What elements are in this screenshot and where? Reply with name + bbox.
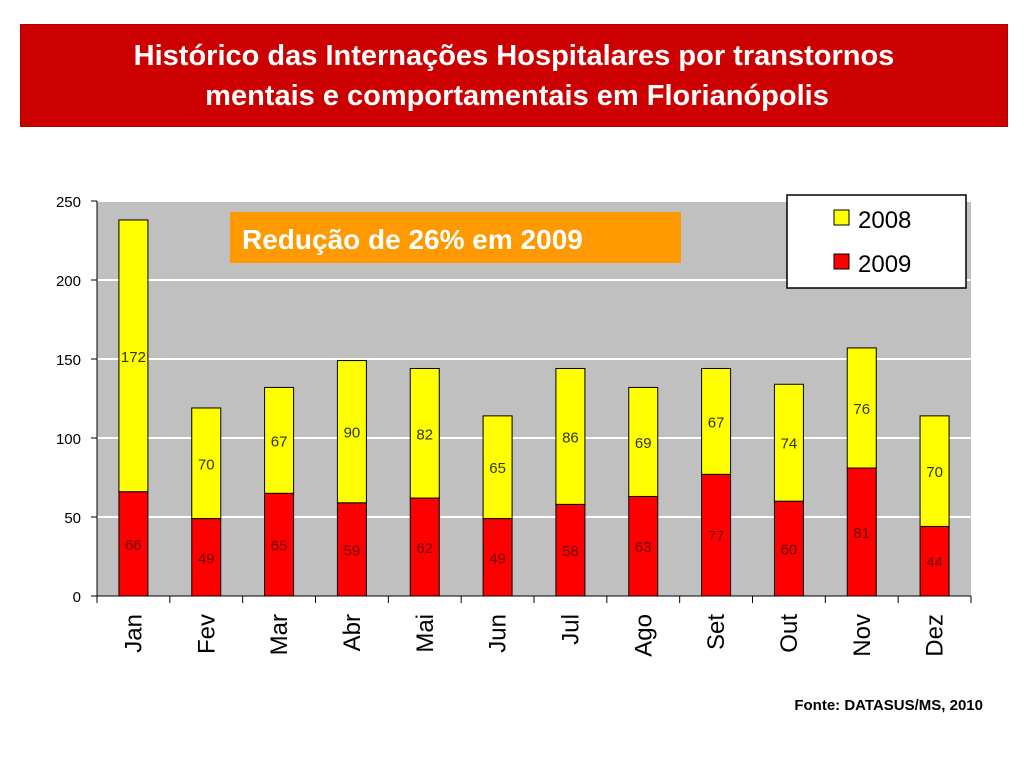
x-tick-label: Set <box>703 614 730 650</box>
bar-2009 <box>628 495 659 597</box>
data-label-2008: 82 <box>416 426 433 443</box>
bar-2008 <box>482 415 513 520</box>
legend-label-2008: 2008 <box>858 207 911 234</box>
page-title: Histórico das Internações Hospitalares p… <box>64 36 964 116</box>
bar-2009 <box>701 473 732 597</box>
y-tick-label: 50 <box>64 510 81 527</box>
annotation-callout: Redução de 26% em 2009 <box>230 212 681 263</box>
bar-2008 <box>336 360 367 504</box>
y-tick-label: 100 <box>56 431 81 448</box>
bar-2008 <box>555 367 586 505</box>
source-note: Fonte: DATASUS/MS, 2010 <box>794 697 983 714</box>
data-label-2009: 59 <box>344 542 361 559</box>
data-label-2008: 86 <box>562 429 579 446</box>
data-label-2008: 69 <box>635 435 652 452</box>
legend-swatch-2009 <box>833 253 850 270</box>
data-label-2008: 76 <box>853 401 870 418</box>
y-tick-label: 0 <box>73 589 81 606</box>
bar-2008 <box>191 407 222 520</box>
bar-2008 <box>919 415 950 527</box>
bar-2008 <box>773 383 804 502</box>
y-tick-label: 200 <box>56 273 81 290</box>
bar-2009 <box>264 492 295 597</box>
legend: 2008 2009 <box>786 194 967 289</box>
bar-2009 <box>555 503 586 597</box>
x-tick-label: Jul <box>557 614 584 645</box>
bar-2008 <box>409 367 440 499</box>
data-label-2008: 74 <box>781 436 798 453</box>
bar-2009 <box>336 502 367 597</box>
x-tick-label: Mar <box>266 614 293 655</box>
data-label-2008: 67 <box>708 414 725 431</box>
legend-box <box>786 194 967 289</box>
x-tick-label: Dez <box>922 614 949 657</box>
x-tick-label: Jan <box>120 614 147 653</box>
data-label-2008: 70 <box>198 456 215 473</box>
y-tick-label: 250 <box>56 194 81 211</box>
x-tick-label: Abr <box>339 614 366 651</box>
data-label-2009: 49 <box>198 550 215 567</box>
bar-2008 <box>701 367 732 475</box>
bar-2009 <box>482 518 513 597</box>
x-tick-label: Fev <box>193 614 220 654</box>
bar-2009 <box>191 518 222 597</box>
legend-label-2009: 2009 <box>858 251 911 278</box>
x-tick-label: Mai <box>412 614 439 653</box>
data-label-2008: 172 <box>121 349 146 366</box>
title-line-2: mentais e comportamentais em Florianópol… <box>205 79 829 112</box>
data-label-2008: 70 <box>926 464 943 481</box>
annotation-text: Redução de 26% em 2009 <box>242 224 583 255</box>
y-tick-label: 150 <box>56 352 81 369</box>
bar-2008 <box>846 347 877 469</box>
data-label-2008: 67 <box>271 433 288 450</box>
data-label-2009: 65 <box>271 538 288 555</box>
bar-2009 <box>409 497 440 597</box>
bar-2008 <box>118 219 149 493</box>
x-tick-label: Jun <box>485 614 512 653</box>
title-banner: Histórico das Internações Hospitalares p… <box>20 24 1008 127</box>
annotation-box <box>230 212 681 263</box>
data-label-2009: 49 <box>489 550 506 567</box>
bar-2008 <box>628 386 659 497</box>
data-label-2009: 60 <box>781 542 798 559</box>
data-label-2009: 58 <box>562 543 579 560</box>
bar-2008 <box>264 386 295 494</box>
data-label-2009: 77 <box>708 528 725 545</box>
data-label-2009: 44 <box>926 554 943 571</box>
bar-2009 <box>846 467 877 597</box>
data-label-2009: 66 <box>125 537 142 554</box>
legend-swatch-2008 <box>833 209 850 226</box>
title-line-1: Histórico das Internações Hospitalares p… <box>133 39 895 72</box>
data-label-2009: 63 <box>635 539 652 556</box>
bar-2009 <box>773 500 804 597</box>
data-label-2009: 62 <box>416 540 433 557</box>
data-label-2008: 90 <box>344 425 361 442</box>
data-label-2008: 65 <box>489 460 506 477</box>
bar-2009 <box>118 491 149 597</box>
x-tick-label: Out <box>776 614 803 653</box>
data-label-2009: 81 <box>853 525 870 542</box>
x-tick-label: Ago <box>630 614 657 657</box>
x-tick-label: Nov <box>849 614 876 657</box>
